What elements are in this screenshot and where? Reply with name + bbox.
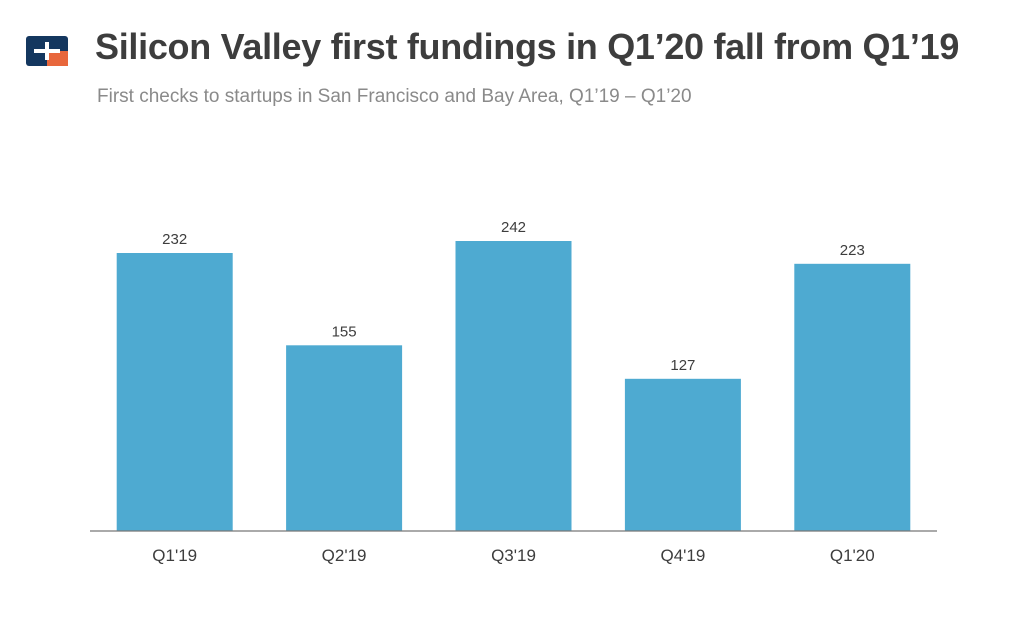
chart-subtitle: First checks to startups in San Francisc… <box>97 86 692 107</box>
data-label: 232 <box>162 231 187 248</box>
crunchbase-logo-icon <box>26 36 68 66</box>
data-label: 155 <box>332 323 357 340</box>
x-tick-label: Q4'19 <box>660 546 705 565</box>
x-tick-label: Q1'20 <box>830 546 875 565</box>
data-label: 223 <box>840 242 865 259</box>
data-label: 127 <box>670 357 695 374</box>
x-tick-label: Q2'19 <box>322 546 367 565</box>
bar-q219 <box>286 345 403 531</box>
bar-q120 <box>794 263 911 531</box>
bar-q119 <box>116 253 233 531</box>
bar-q319 <box>455 241 572 531</box>
bars-group <box>116 241 911 531</box>
data-label: 242 <box>501 219 526 236</box>
bar-q419 <box>624 378 741 531</box>
x-tick-label: Q1'19 <box>152 546 197 565</box>
labels-group: 232 Q1'19 155 Q2'19 242 Q3'19 127 Q4'19 223 Q1'20 <box>152 219 874 565</box>
chart-title: Silicon Valley first fundings in Q1’20 f… <box>95 26 960 67</box>
x-tick-label: Q3'19 <box>491 546 536 565</box>
